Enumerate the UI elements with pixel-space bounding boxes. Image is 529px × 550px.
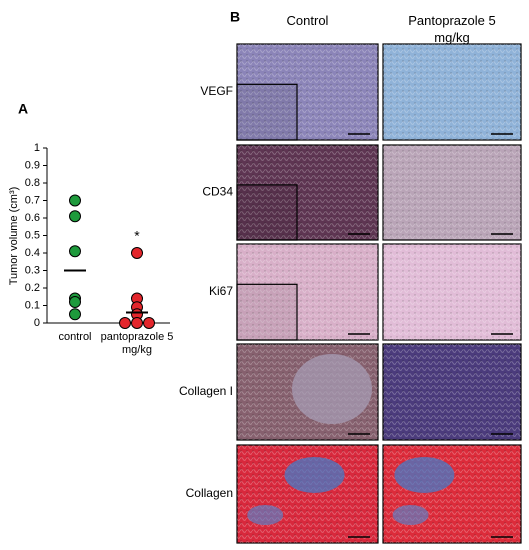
significance-mark: * <box>134 228 140 244</box>
stain-patch <box>394 457 455 493</box>
y-tick-label: 0.4 <box>25 247 40 259</box>
micrograph-texture <box>237 244 378 340</box>
y-tick-label: 0.9 <box>25 159 40 171</box>
micrograph-texture <box>383 445 521 543</box>
column-header: Pantoprazole 5 mg/kg <box>408 13 496 45</box>
inset <box>236 83 298 141</box>
y-tick-label: 0.2 <box>25 282 40 294</box>
micrograph-texture <box>383 344 521 440</box>
y-tick-label: 0.6 <box>25 212 40 224</box>
x-tick-label: pantoprazole 5 mg/kg <box>100 331 174 356</box>
x-tick-label: control <box>58 331 92 343</box>
data-point <box>69 296 81 308</box>
row-label: Collagen I <box>179 384 233 398</box>
y-tick-label: 1 <box>34 142 40 154</box>
stain-patch <box>392 505 429 525</box>
micrograph-texture <box>383 145 521 240</box>
data-point <box>143 317 155 329</box>
column-header: Control <box>286 13 329 28</box>
micrograph-texture <box>383 44 521 140</box>
y-tick-label: 0.3 <box>25 264 40 276</box>
micrograph-texture <box>237 145 378 240</box>
y-tick-label: 0 <box>34 317 40 329</box>
panel-label: A <box>18 101 28 117</box>
data-point <box>119 317 131 329</box>
row-label: Ki67 <box>209 284 233 298</box>
stain-patch <box>247 505 284 525</box>
row-label: Collagen <box>186 486 233 500</box>
y-tick-label: 0.7 <box>25 194 40 206</box>
data-point <box>131 247 143 259</box>
inset <box>236 184 298 241</box>
inset <box>236 283 298 341</box>
stain-patch <box>292 354 372 424</box>
y-tick-label: 0.8 <box>25 177 40 189</box>
data-point <box>69 210 81 223</box>
data-point <box>69 308 81 321</box>
y-tick-label: 0.1 <box>25 299 40 311</box>
data-point <box>69 194 81 207</box>
data-point <box>131 317 143 329</box>
y-axis-label: Tumor volume (cm³) <box>8 187 20 286</box>
panel-label: B <box>230 9 240 25</box>
data-point <box>69 245 81 258</box>
stain-patch <box>284 457 345 493</box>
row-label: CD34 <box>202 185 233 199</box>
y-tick-label: 0.5 <box>25 229 40 241</box>
micrograph-texture <box>237 44 378 140</box>
micrograph-texture <box>383 244 521 340</box>
row-label: VEGF <box>200 84 233 98</box>
